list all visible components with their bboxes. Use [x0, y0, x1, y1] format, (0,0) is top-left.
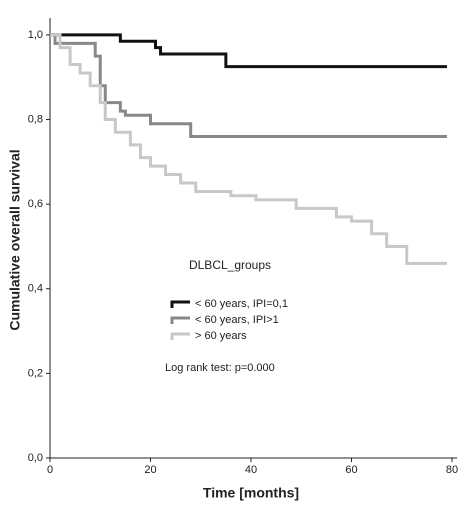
legend-swatch [170, 300, 190, 308]
survival-curve [50, 33, 447, 265]
y-tick-label: 0,0 [28, 452, 43, 464]
survival-curve [50, 33, 447, 138]
y-tick-label: 0,8 [28, 113, 43, 125]
y-tick-label: 0,4 [28, 283, 43, 295]
y-axis-title: Cumulative overall survival [7, 149, 23, 330]
x-tick-label: 80 [446, 464, 458, 476]
x-tick-label: 20 [144, 464, 156, 476]
y-tick-label: 0,6 [28, 198, 43, 210]
legend-label: < 60 years, IPI=0,1 [195, 298, 288, 310]
legend-swatch [170, 316, 190, 324]
y-tick-label: 0,2 [28, 367, 43, 379]
legend-swatch [170, 332, 190, 340]
x-axis-title: Time [months] [203, 485, 299, 501]
y-tick-label: 1,0 [28, 29, 43, 41]
survival-curve [50, 33, 447, 69]
legend-title: DLBCL_groups [189, 258, 271, 272]
legend-label: > 60 years [195, 330, 247, 342]
x-tick-label: 40 [245, 464, 257, 476]
x-tick-label: 60 [345, 464, 357, 476]
annotation: Log rank test: p=0.000 [165, 362, 275, 374]
legend-label: < 60 years, IPI>1 [195, 314, 279, 326]
x-tick-label: 0 [47, 464, 53, 476]
